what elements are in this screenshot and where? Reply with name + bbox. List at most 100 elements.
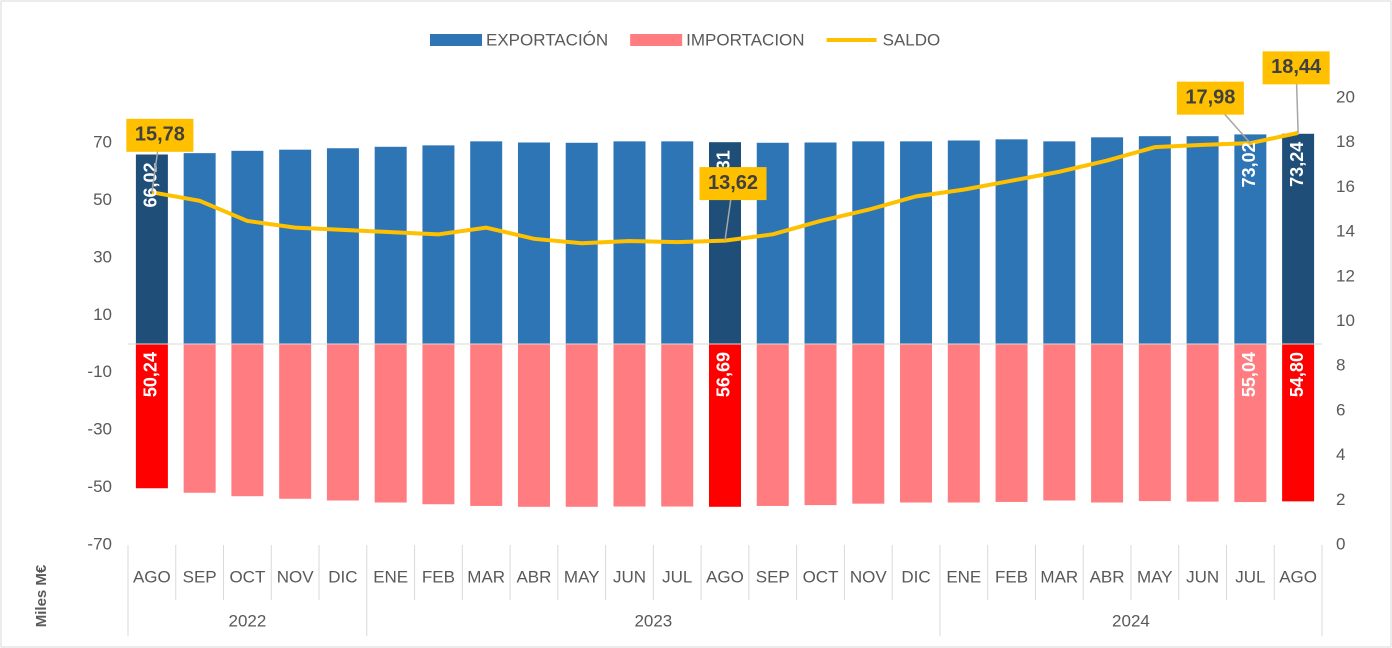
x-tick-label: OCT: [229, 567, 265, 586]
year-label: 2024: [1112, 611, 1150, 630]
bar: [1186, 344, 1219, 502]
legend-swatch: [430, 34, 482, 46]
legend-swatch: [630, 34, 683, 46]
y2-tick-label: 4: [1336, 445, 1345, 464]
bar: [470, 141, 503, 345]
bar: [900, 344, 933, 503]
value-label: 18,44: [1271, 56, 1322, 78]
y-tick-label: -30: [87, 420, 112, 439]
y-tick-label: -10: [87, 362, 112, 381]
x-tick-label: DIC: [901, 567, 930, 586]
value-label: 54,80: [1287, 352, 1307, 397]
bar: [756, 344, 789, 506]
x-tick-label: ABR: [1090, 567, 1125, 586]
bar: [279, 149, 312, 345]
x-tick-label: OCT: [803, 567, 839, 586]
x-tick-label: MAR: [467, 567, 505, 586]
y-tick-label: 70: [93, 133, 112, 152]
value-label: 73,02: [1239, 142, 1259, 187]
bar: [995, 344, 1028, 502]
bar: [326, 148, 359, 345]
bar: [374, 344, 407, 503]
bar: [947, 344, 980, 503]
y2-tick-label: 2: [1336, 490, 1345, 509]
bar: [804, 344, 837, 506]
value-label: 55,04: [1239, 352, 1259, 397]
legend-label: EXPORTACIÓN: [486, 30, 608, 49]
bar: [135, 154, 168, 345]
value-label: 17,98: [1185, 86, 1235, 108]
x-tick-label: SEP: [183, 567, 217, 586]
bar: [326, 344, 359, 501]
value-label: 15,78: [135, 124, 185, 146]
bar: [1138, 344, 1171, 502]
legend-label: IMPORTACION: [686, 30, 804, 49]
bar: [661, 344, 694, 507]
x-tick-label: MAR: [1040, 567, 1078, 586]
bar: [279, 344, 312, 499]
x-tick-label: JUN: [613, 567, 646, 586]
x-tick-label: NOV: [850, 567, 888, 586]
x-tick-label: DIC: [328, 567, 357, 586]
x-tick-label: SEP: [756, 567, 790, 586]
x-tick-label: JUL: [662, 567, 692, 586]
value-label: 66,02: [141, 162, 161, 207]
bar: [422, 344, 455, 505]
x-tick-label: AGO: [1279, 567, 1317, 586]
bar: [804, 142, 837, 345]
x-tick-label: MAY: [1137, 567, 1173, 586]
bar: [995, 139, 1028, 345]
y-tick-label: 50: [93, 190, 112, 209]
x-tick-label: JUL: [1235, 567, 1265, 586]
bar: [374, 146, 407, 345]
label-box: [699, 167, 767, 201]
y-tick-label: -50: [87, 477, 112, 496]
saldo-label: 15,78: [126, 118, 194, 193]
x-tick-label: FEB: [422, 567, 455, 586]
label-box: [1176, 81, 1244, 115]
y2-tick-label: 18: [1336, 132, 1355, 151]
x-tick-label: ENE: [373, 567, 408, 586]
value-label: 56,69: [714, 352, 734, 397]
bar: [852, 344, 885, 504]
y2-tick-label: 16: [1336, 177, 1355, 196]
y-tick-label: 30: [93, 247, 112, 266]
value-label: 13,62: [708, 172, 758, 194]
x-tick-label: NOV: [277, 567, 315, 586]
y2-tick-label: 12: [1336, 266, 1355, 285]
bar: [947, 140, 980, 345]
bar: [613, 344, 646, 507]
bar: [422, 145, 455, 345]
bar: [900, 141, 933, 345]
bar: [231, 150, 264, 345]
bar: [231, 344, 264, 497]
bar: [1282, 344, 1315, 502]
x-tick-label: AGO: [133, 567, 171, 586]
bar: [1234, 344, 1267, 503]
bar: [1091, 137, 1124, 345]
bar: [517, 344, 550, 507]
year-label: 2022: [228, 611, 266, 630]
saldo-label: 17,98: [1176, 81, 1251, 144]
y-tick-label: -70: [87, 534, 112, 553]
x-tick-label: ABR: [516, 567, 551, 586]
bar: [1138, 136, 1171, 345]
axis-label: Miles M€: [33, 564, 50, 627]
x-tick-label: FEB: [995, 567, 1028, 586]
x-tick-label: JUN: [1186, 567, 1219, 586]
bar: [1091, 344, 1124, 503]
year-label: 2023: [634, 611, 672, 630]
value-label: 73,24: [1287, 142, 1307, 187]
bar: [565, 344, 598, 507]
bar: [709, 344, 741, 507]
bar: [1234, 134, 1267, 345]
bar: [470, 344, 503, 506]
y2-tick-label: 6: [1336, 400, 1345, 419]
bar: [852, 141, 885, 345]
y2-tick-label: 0: [1336, 534, 1345, 553]
y2-tick-label: 14: [1336, 222, 1355, 241]
bar: [517, 142, 550, 345]
y-tick-label: 10: [93, 305, 112, 324]
label-box: [1262, 51, 1330, 85]
